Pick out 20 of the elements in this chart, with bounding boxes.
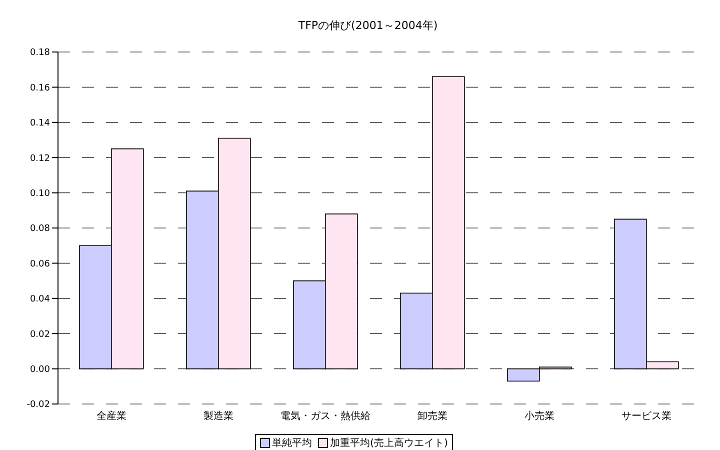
legend-label: 単純平均 <box>271 437 312 450</box>
y-tick-label: 0.00 <box>30 364 50 375</box>
x-tick-label: 小売業 <box>524 410 554 422</box>
y-tick-label: 0.02 <box>30 330 50 340</box>
y-tick-label: 0.04 <box>30 294 50 305</box>
y-tick-label: 0.08 <box>30 224 50 234</box>
legend-label: 加重平均(売上高ウエイト) <box>329 436 448 450</box>
x-tick-label: 卸売業 <box>418 410 448 422</box>
chart-title: TFPの伸び(2001～2004年) <box>297 18 439 34</box>
y-tick-label: 0.18 <box>30 48 50 58</box>
y-tick-label: 0.12 <box>30 154 50 164</box>
x-tick-label: 電気・ガス・熱供給 <box>280 410 370 422</box>
x-tick-label: 製造業 <box>204 410 234 422</box>
y-tick-label: 0.16 <box>30 83 50 94</box>
x-tick-label: 全産業 <box>96 410 126 422</box>
y-tick-label: 0.06 <box>30 259 50 270</box>
y-tick-label: -0.02 <box>26 400 50 410</box>
y-tick-label: 0.14 <box>30 118 50 129</box>
y-tick-label: 0.10 <box>30 188 50 199</box>
x-tick-label: サービス業 <box>622 410 672 422</box>
